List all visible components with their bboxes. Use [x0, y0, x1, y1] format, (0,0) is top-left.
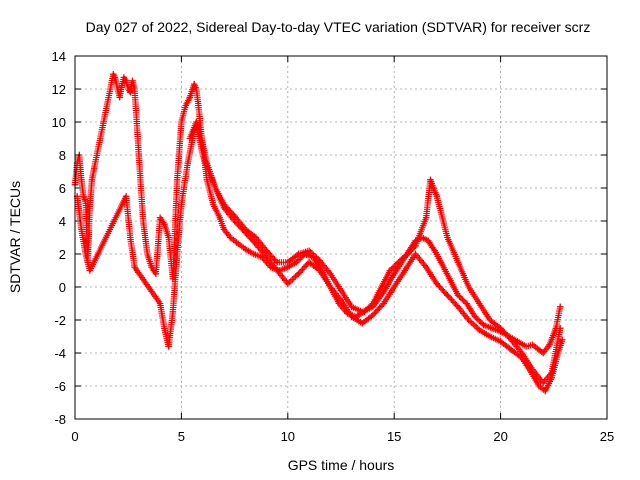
y-tick-label: 14: [52, 49, 66, 64]
x-tick-label: 25: [600, 429, 614, 444]
x-tick-label: 5: [178, 429, 185, 444]
data-layer: [71, 71, 566, 395]
plot-frame: [74, 55, 608, 420]
y-tick-label: 2: [59, 247, 66, 262]
y-tick-label: 4: [59, 214, 66, 229]
series-markers: [71, 71, 564, 357]
y-tick-label: -6: [54, 379, 66, 394]
y-tick-label: 12: [52, 82, 66, 97]
y-tick-label: -8: [54, 412, 66, 427]
y-tick-label: 8: [59, 148, 66, 163]
x-tick-label: 20: [493, 429, 507, 444]
y-axis-label: SDTVAR / TECUs: [7, 181, 23, 293]
y-tick-label: -4: [54, 346, 66, 361]
series-markers: [186, 118, 564, 386]
series-3: [186, 118, 564, 386]
tick-layer: 0 5 10 15 20 25 -8 -6 -4 -2 0 2 4 6 8 10 12 14: [52, 49, 615, 444]
y-tick-label: 0: [59, 280, 66, 295]
y-tick-label: 6: [59, 181, 66, 196]
x-axis-label: GPS time / hours: [288, 457, 395, 473]
chart-title: Day 027 of 2022, Sidereal Day-to-day VTE…: [86, 19, 591, 35]
y-tick-label: 10: [52, 115, 66, 130]
x-tick-label: 15: [387, 429, 401, 444]
x-tick-label: 10: [281, 429, 295, 444]
x-tick-label: 0: [71, 429, 78, 444]
series-1: [71, 71, 564, 357]
y-tick-label: -2: [54, 313, 66, 328]
